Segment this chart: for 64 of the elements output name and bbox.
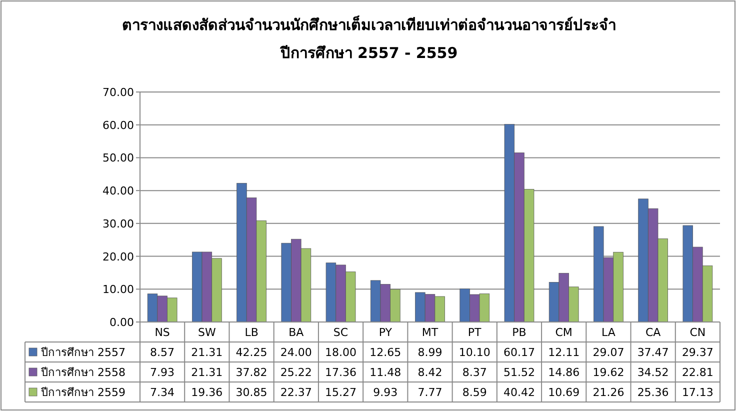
data-label: 21.31 [191, 346, 223, 359]
data-label: 21.26 [592, 386, 624, 399]
legend-label: ปีการศึกษา 2557 [40, 346, 126, 359]
data-label: 30.85 [236, 386, 268, 399]
data-label: 60.17 [503, 346, 535, 359]
data-label: 8.37 [462, 366, 487, 379]
data-label: 22.81 [682, 366, 714, 379]
y-tick-label: 0.00 [110, 316, 134, 329]
data-label: 19.62 [592, 366, 624, 379]
x-tick-label: SC [333, 326, 348, 339]
x-tick-label: CA [645, 326, 662, 339]
data-label: 51.52 [503, 366, 535, 379]
data-label: 19.36 [191, 386, 223, 399]
data-label: 42.25 [236, 346, 268, 359]
legend-label: ปีการศึกษา 2559 [40, 386, 126, 399]
data-label: 12.11 [548, 346, 580, 359]
y-tick-label: 60.00 [102, 118, 134, 132]
x-tick-label: MT [422, 326, 438, 339]
data-label: 25.22 [280, 366, 312, 379]
data-label: 22.37 [280, 386, 312, 399]
y-tick-label: 70.00 [102, 86, 134, 99]
data-label: 11.48 [370, 366, 402, 379]
data-label: 7.77 [418, 386, 442, 399]
x-tick-label: BA [288, 326, 304, 339]
x-tick-label: CN [690, 326, 706, 339]
x-tick-label: PT [468, 326, 482, 339]
data-label: 24.00 [280, 346, 312, 359]
data-label: 7.93 [150, 366, 175, 379]
data-label: 21.31 [191, 366, 223, 379]
data-label: 8.57 [150, 346, 175, 359]
y-tick-label: 40.00 [102, 184, 134, 198]
data-label: 8.99 [418, 346, 442, 359]
x-tick-label: SW [198, 326, 216, 339]
data-label: 14.86 [548, 366, 580, 379]
data-label: 40.42 [503, 386, 535, 399]
y-tick-label: 50.00 [102, 152, 134, 165]
x-tick-label: PB [512, 326, 526, 339]
y-tick-label: 10.00 [102, 283, 134, 296]
x-tick-label: LA [602, 326, 616, 339]
data-label: 10.10 [458, 346, 490, 359]
data-label: 37.82 [236, 366, 268, 379]
chart-title: ตารางแสดงสัดส่วนจำนวนนักศึกษาเต็มเวลาเทียบเท่าต่อจำนวนอาจารย์ประจำ ปีการศึกษา 2557 - 2559 [122, 15, 616, 62]
data-label: 12.65 [370, 346, 402, 359]
data-label: 18.00 [325, 346, 357, 359]
y-tick-label: 30.00 [102, 217, 134, 230]
data-label: 9.93 [373, 386, 398, 399]
x-tick-label: PY [378, 326, 392, 339]
data-label: 15.27 [325, 386, 357, 399]
data-label: 10.69 [548, 386, 580, 399]
data-label: 17.13 [682, 386, 714, 399]
data-label: 7.34 [150, 386, 175, 399]
data-label: 25.36 [637, 386, 669, 399]
x-tick-label: CM [555, 326, 572, 339]
data-label: 29.37 [682, 346, 714, 359]
y-tick-label: 20.00 [102, 250, 134, 264]
data-label: 8.42 [418, 366, 442, 379]
data-label: 34.52 [637, 366, 669, 379]
data-label: 37.47 [637, 346, 669, 359]
legend-label: ปีการศึกษา 2558 [40, 366, 126, 379]
data-label: 29.07 [592, 346, 624, 359]
data-label: 17.36 [325, 366, 357, 379]
x-tick-label: LB [244, 326, 258, 339]
x-tick-label: NS [154, 326, 170, 339]
data-label: 8.59 [462, 386, 487, 399]
